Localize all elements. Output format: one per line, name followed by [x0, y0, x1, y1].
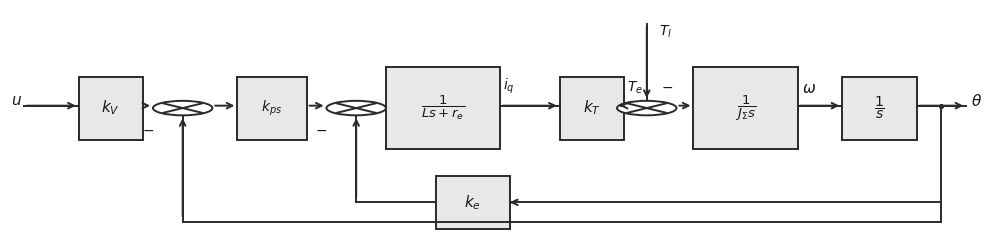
Circle shape — [617, 101, 677, 115]
FancyBboxPatch shape — [560, 77, 624, 140]
FancyBboxPatch shape — [237, 77, 307, 140]
FancyBboxPatch shape — [842, 77, 916, 140]
Text: $i_q$: $i_q$ — [503, 77, 515, 96]
Text: $\omega$: $\omega$ — [802, 81, 817, 96]
Text: $\dfrac{1}{s}$: $\dfrac{1}{s}$ — [874, 95, 885, 121]
FancyBboxPatch shape — [386, 67, 500, 149]
Circle shape — [326, 101, 386, 115]
Text: $T_e$: $T_e$ — [627, 80, 643, 96]
Text: $-$: $-$ — [661, 80, 673, 94]
Text: $\dfrac{1}{J_{\Sigma}s}$: $\dfrac{1}{J_{\Sigma}s}$ — [735, 94, 756, 123]
Text: $\theta$: $\theta$ — [971, 93, 982, 109]
Text: $T_l$: $T_l$ — [659, 24, 672, 40]
Text: $u$: $u$ — [11, 93, 22, 108]
Circle shape — [153, 101, 212, 115]
FancyBboxPatch shape — [693, 67, 798, 149]
Text: $k_{ps}$: $k_{ps}$ — [261, 98, 282, 118]
Text: $\dfrac{1}{Ls+r_e}$: $\dfrac{1}{Ls+r_e}$ — [421, 94, 465, 122]
Text: $k_T$: $k_T$ — [583, 99, 601, 117]
FancyBboxPatch shape — [436, 176, 510, 229]
Text: $k_V$: $k_V$ — [101, 99, 120, 117]
Text: $-$: $-$ — [315, 122, 328, 136]
Text: $-$: $-$ — [142, 122, 154, 136]
FancyBboxPatch shape — [79, 77, 143, 140]
Text: $k_e$: $k_e$ — [464, 193, 481, 212]
